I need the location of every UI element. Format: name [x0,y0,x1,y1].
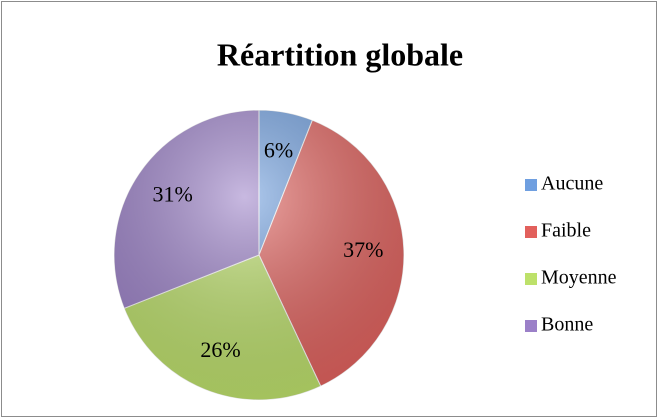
legend: Aucune Faible Moyenne Bonne [525,173,617,336]
legend-swatch [525,226,537,238]
legend-label: Moyenne [541,267,617,289]
data-label: 37% [343,237,383,262]
legend-label: Faible [541,220,591,242]
legend-swatch [525,179,537,191]
legend-label: Aucune [541,173,603,195]
legend-swatch [525,273,537,285]
legend-label: Bonne [541,314,593,336]
data-label: 6% [264,137,293,162]
legend-swatch [525,320,537,332]
chart-title: Réartition globale [217,36,463,72]
pie: 6% 37% 26% 31% [113,109,405,401]
data-label: 26% [200,337,240,362]
data-label: 31% [152,181,192,206]
